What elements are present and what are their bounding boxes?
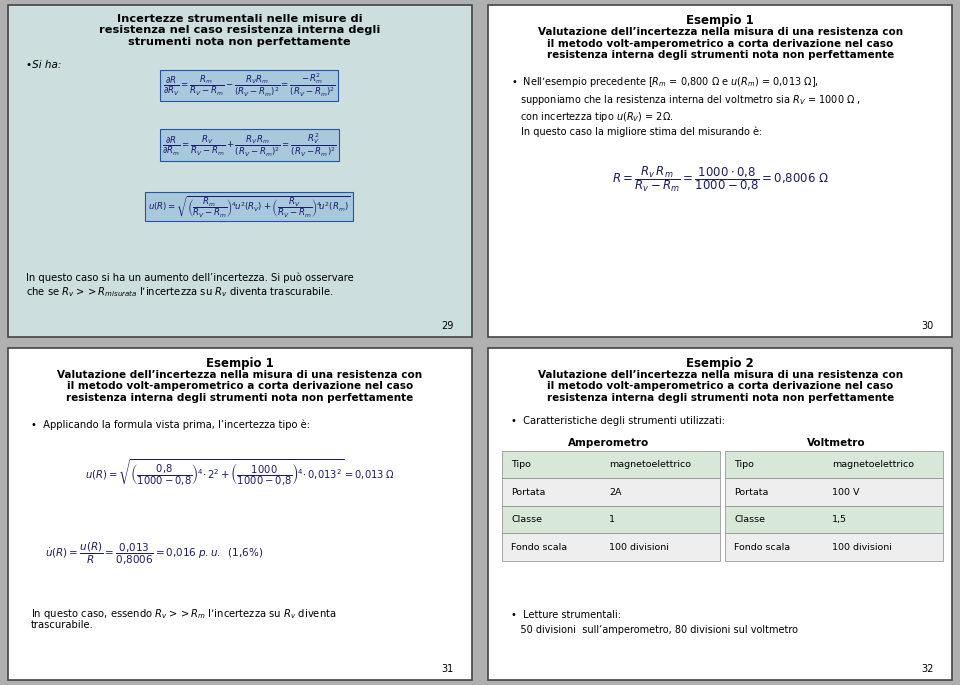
Text: strumenti nota non perfettamente: strumenti nota non perfettamente (129, 37, 351, 47)
FancyBboxPatch shape (725, 506, 943, 534)
Text: Esempio 1: Esempio 1 (205, 357, 274, 370)
FancyBboxPatch shape (8, 5, 472, 337)
Text: 31: 31 (441, 664, 453, 673)
FancyBboxPatch shape (502, 534, 720, 561)
Text: Fondo scala: Fondo scala (734, 543, 790, 551)
FancyBboxPatch shape (502, 451, 720, 478)
Text: Portata: Portata (512, 488, 545, 497)
Text: 100 divisioni: 100 divisioni (831, 543, 892, 551)
Text: •Si ha:: •Si ha: (26, 60, 61, 70)
Text: Incertezze strumentali nelle misure di: Incertezze strumentali nelle misure di (117, 14, 363, 24)
Text: Classe: Classe (512, 515, 542, 524)
Text: resistenza interna degli strumenti nota non perfettamente: resistenza interna degli strumenti nota … (546, 393, 894, 403)
Text: $u(R) = \sqrt{\left(\dfrac{R_m}{R_V - R_m}\right)^{\!4}\! u^2(R_V) + \left(\dfra: $u(R) = \sqrt{\left(\dfrac{R_m}{R_V - R_… (148, 195, 350, 219)
FancyBboxPatch shape (502, 506, 720, 534)
Text: Amperometro: Amperometro (568, 438, 649, 448)
Text: 1,5: 1,5 (831, 515, 847, 524)
Text: 2A: 2A (609, 488, 621, 497)
Text: 30: 30 (922, 321, 934, 331)
Text: resistenza interna degli strumenti nota non perfettamente: resistenza interna degli strumenti nota … (66, 393, 414, 403)
Text: •  Letture strumentali:: • Letture strumentali: (512, 610, 621, 620)
FancyBboxPatch shape (488, 348, 952, 680)
Text: $\dot{u}(R) = \dfrac{u(R)}{R} = \dfrac{0{,}013}{0{,}8006} = 0{,}016\;p.u.\;\;(1{: $\dot{u}(R) = \dfrac{u(R)}{R} = \dfrac{0… (45, 540, 263, 566)
Text: con incertezza tipo $u(R_V)$ = 2Ω.: con incertezza tipo $u(R_V)$ = 2Ω. (512, 110, 674, 124)
Text: il metodo volt-amperometrico a corta derivazione nel caso: il metodo volt-amperometrico a corta der… (547, 382, 894, 391)
Text: Valutazione dell’incertezza nella misura di una resistenza con: Valutazione dell’incertezza nella misura… (538, 370, 902, 379)
Text: •  Caratteristiche degli strumenti utilizzati:: • Caratteristiche degli strumenti utiliz… (512, 416, 726, 426)
Text: •  Nell’esempio precedente [$R_m$ = 0,800 Ω e $u(R_m)$ = 0,013 Ω],: • Nell’esempio precedente [$R_m$ = 0,800… (512, 75, 819, 89)
Text: $u(R) = \sqrt{\left(\dfrac{0{,}8}{1000-0{,}8}\right)^{\!4}\!\cdot 2^2 + \left(\d: $u(R) = \sqrt{\left(\dfrac{0{,}8}{1000-0… (84, 458, 395, 488)
Text: $\dfrac{\partial R}{\partial R_V} = \dfrac{R_m}{R_V - R_m} - \dfrac{R_V R_m}{(R_: $\dfrac{\partial R}{\partial R_V} = \dfr… (162, 72, 335, 99)
Text: Valutazione dell’incertezza nella misura di una resistenza con: Valutazione dell’incertezza nella misura… (58, 370, 422, 379)
Text: Portata: Portata (734, 488, 769, 497)
Text: In questo caso la migliore stima del misurando è:: In questo caso la migliore stima del mis… (520, 126, 762, 137)
FancyBboxPatch shape (8, 348, 472, 680)
Text: Voltmetro: Voltmetro (807, 438, 866, 448)
Text: Tipo: Tipo (512, 460, 531, 469)
Text: Classe: Classe (734, 515, 765, 524)
Text: magnetoelettrico: magnetoelettrico (609, 460, 691, 469)
Text: il metodo volt-amperometrico a corta derivazione nel caso: il metodo volt-amperometrico a corta der… (66, 382, 413, 391)
Text: che se $R_v>>R_{misurata}$ l’incertezza su $R_v$ diventa trascurabile.: che se $R_v>>R_{misurata}$ l’incertezza … (26, 286, 334, 299)
Text: In questo caso si ha un aumento dell’incertezza. Si può osservare: In questo caso si ha un aumento dell’inc… (26, 272, 354, 283)
Text: 100 divisioni: 100 divisioni (609, 543, 669, 551)
Text: resistenza interna degli strumenti nota non perfettamente: resistenza interna degli strumenti nota … (546, 50, 894, 60)
Text: Valutazione dell’incertezza nella misura di una resistenza con: Valutazione dell’incertezza nella misura… (538, 27, 902, 37)
FancyBboxPatch shape (502, 478, 720, 506)
Text: supponiamo che la resistenza interna del voltmetro sia $R_V$ = 1000 Ω ,: supponiamo che la resistenza interna del… (512, 93, 861, 108)
Text: In questo caso, essendo $R_v>>R_m$ l’incertezza su $R_v$ diventa: In questo caso, essendo $R_v>>R_m$ l’inc… (31, 607, 337, 621)
Text: Fondo scala: Fondo scala (512, 543, 567, 551)
Text: $\dfrac{\partial R}{\partial R_m} = \dfrac{R_V}{R_V - R_m} + \dfrac{R_V R_m}{(R_: $\dfrac{\partial R}{\partial R_m} = \dfr… (161, 132, 336, 159)
Text: 50 divisioni  sull’amperometro, 80 divisioni sul voltmetro: 50 divisioni sull’amperometro, 80 divisi… (512, 625, 799, 635)
Text: Tipo: Tipo (734, 460, 754, 469)
Text: resistenza nel caso resistenza interna degli: resistenza nel caso resistenza interna d… (99, 25, 380, 36)
Text: trascurabile.: trascurabile. (31, 620, 94, 630)
Text: 1: 1 (609, 515, 614, 524)
Text: 32: 32 (922, 664, 934, 673)
Text: $R = \dfrac{R_v\,R_m}{R_v - R_m} = \dfrac{1000 \cdot 0{,}8}{1000 - 0{,}8} = 0{,}: $R = \dfrac{R_v\,R_m}{R_v - R_m} = \dfra… (612, 164, 828, 195)
Text: il metodo volt-amperometrico a corta derivazione nel caso: il metodo volt-amperometrico a corta der… (547, 38, 894, 49)
FancyBboxPatch shape (725, 534, 943, 561)
FancyBboxPatch shape (725, 451, 943, 478)
Text: magnetoelettrico: magnetoelettrico (831, 460, 914, 469)
Text: Esempio 2: Esempio 2 (686, 357, 755, 370)
FancyBboxPatch shape (725, 478, 943, 506)
Text: •  Applicando la formula vista prima, l’incertezza tipo è:: • Applicando la formula vista prima, l’i… (31, 419, 310, 430)
FancyBboxPatch shape (488, 5, 952, 337)
Text: Esempio 1: Esempio 1 (686, 14, 755, 27)
Text: 100 V: 100 V (831, 488, 859, 497)
Text: 29: 29 (441, 321, 453, 331)
